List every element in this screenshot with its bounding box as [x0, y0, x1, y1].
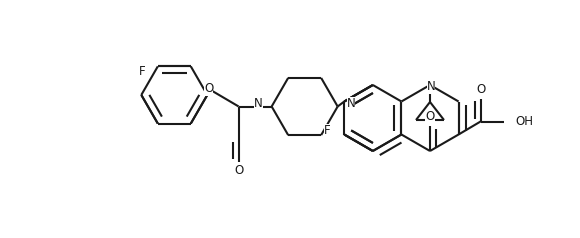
- Text: O: O: [204, 83, 213, 95]
- Text: O: O: [234, 164, 243, 177]
- Text: O: O: [476, 83, 485, 96]
- Text: OH: OH: [516, 115, 534, 128]
- Text: F: F: [324, 124, 330, 137]
- Text: N: N: [427, 80, 436, 94]
- Text: O: O: [425, 110, 434, 124]
- Text: N: N: [347, 97, 356, 110]
- Text: N: N: [254, 97, 263, 110]
- Text: F: F: [139, 65, 146, 78]
